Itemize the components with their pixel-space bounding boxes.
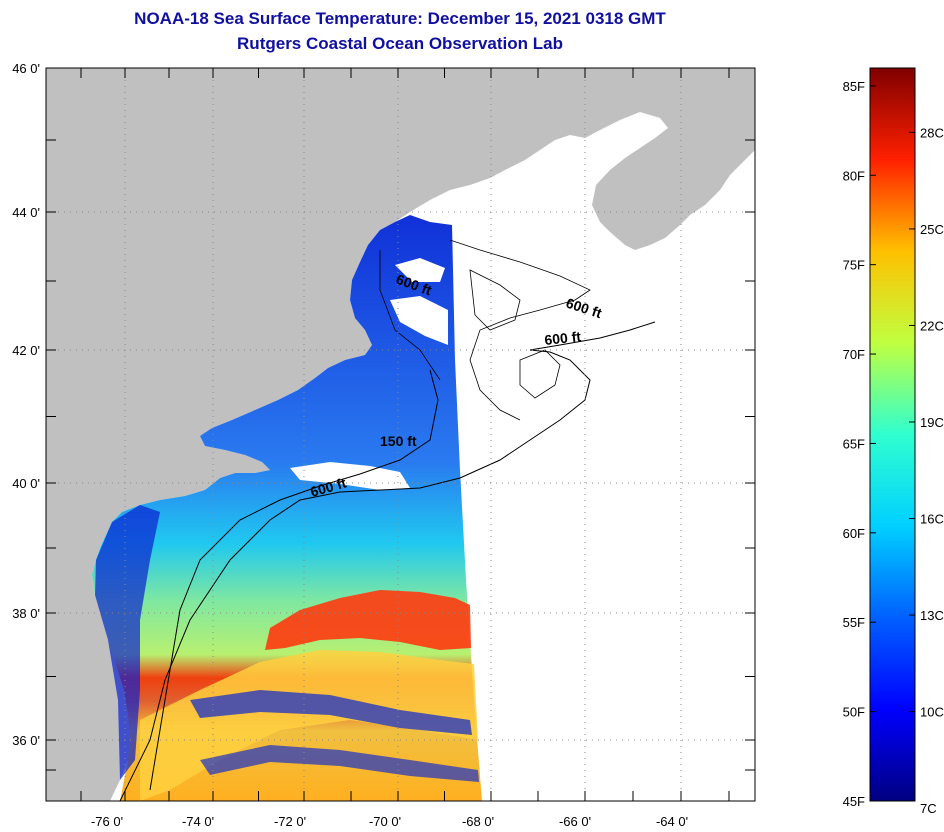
depth-contour-150ft xyxy=(149,369,439,791)
cloud-patch xyxy=(290,462,410,490)
cloud-patch xyxy=(395,258,445,282)
warm-core xyxy=(265,590,471,650)
lon-label: -74 0' xyxy=(182,814,214,829)
lon-label: -76 0' xyxy=(91,814,123,829)
colorbar-f-label: 75F xyxy=(843,258,865,273)
map-subtitle: Rutgers Coastal Ocean Observation Lab xyxy=(237,34,563,53)
colorbar-c-label: 16C xyxy=(920,512,944,527)
warm-band xyxy=(140,650,478,801)
colorbar-c-label: 13C xyxy=(920,608,944,623)
colorbar-ticks xyxy=(870,85,915,713)
colorbar-c-label: 7C xyxy=(920,801,937,816)
land-mass xyxy=(46,68,755,801)
depth-contour-600ft xyxy=(119,321,656,801)
colorbar-f-label: 55F xyxy=(843,615,865,630)
colorbar-f-label: 85F xyxy=(843,79,865,94)
lat-label: 36 0' xyxy=(12,733,40,748)
colorbar: 85F 80F 75F 70F 65F 60F 55F 50F 45F 28C … xyxy=(843,67,944,816)
cold-filament xyxy=(190,690,472,735)
colorbar-f-label: 80F xyxy=(843,168,865,183)
colorbar-f-label: 60F xyxy=(843,526,865,541)
map-title: NOAA-18 Sea Surface Temperature: Decembe… xyxy=(134,9,666,28)
cold-filament-2 xyxy=(200,745,479,782)
colorbar-c-label: 22C xyxy=(920,318,944,333)
lon-axis-labels: -76 0' -74 0' -72 0' -70 0' -68 0' -66 0… xyxy=(91,814,688,829)
lon-label: -68 0' xyxy=(462,814,494,829)
lon-grid xyxy=(124,68,682,801)
lat-axis-labels: 46 0' 44 0' 42 0' 40 0' 38 0' 36 0' xyxy=(12,61,40,748)
lat-grid xyxy=(46,211,755,741)
lat-label: 46 0' xyxy=(12,61,40,76)
lat-label: 40 0' xyxy=(12,476,40,491)
map-ticks xyxy=(46,67,755,801)
depth-label: 150 ft xyxy=(380,433,417,449)
lat-label: 42 0' xyxy=(12,343,40,358)
gulf-of-maine-contours xyxy=(379,239,591,421)
coastal-cold-water xyxy=(95,505,160,780)
cloud-patch xyxy=(390,296,448,345)
colorbar-f-label: 70F xyxy=(843,347,865,362)
lon-label: -70 0' xyxy=(369,814,401,829)
colorbar-c-label: 28C xyxy=(920,125,944,140)
lon-label: -72 0' xyxy=(274,814,306,829)
map-frame xyxy=(45,67,756,802)
colorbar-f-label: 65F xyxy=(843,436,865,451)
colorbar-c-label: 19C xyxy=(920,415,944,430)
lat-label: 44 0' xyxy=(12,205,40,220)
colorbar-c-label: 25C xyxy=(920,222,944,237)
colorbar-f-label: 45F xyxy=(843,794,865,809)
lon-label: -64 0' xyxy=(656,814,688,829)
lon-label: -66 0' xyxy=(559,814,591,829)
depth-label: 600 ft xyxy=(544,328,582,348)
lat-label: 38 0' xyxy=(12,606,40,621)
colorbar-ramp xyxy=(869,67,916,802)
colorbar-f-label: 50F xyxy=(843,705,865,720)
colorbar-c-label: 10C xyxy=(920,705,944,720)
